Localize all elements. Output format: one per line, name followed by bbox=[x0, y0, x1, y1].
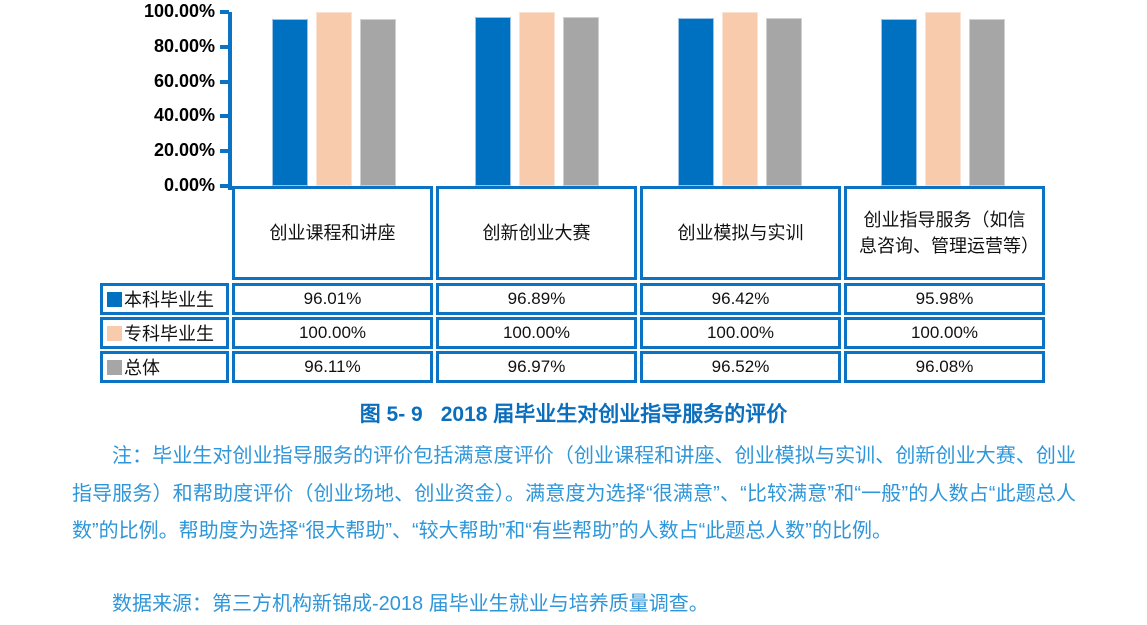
y-tick-mark bbox=[220, 44, 229, 49]
y-tick-label: 20.00% bbox=[153, 140, 215, 161]
value-cell-series1-cat1: 96.01% bbox=[232, 283, 433, 315]
bar-series1-cat2 bbox=[474, 17, 511, 186]
y-axis-line bbox=[228, 12, 232, 190]
bar-series1-cat3 bbox=[678, 18, 715, 186]
y-tick-label: 0.00% bbox=[163, 175, 215, 195]
plot-area bbox=[232, 12, 1045, 186]
category-header-2: 创新创业大赛 bbox=[436, 186, 637, 280]
bar-series3-cat4 bbox=[969, 18, 1006, 186]
bar-series2-cat2 bbox=[518, 12, 555, 186]
y-tick-label: 40.00% bbox=[153, 105, 215, 126]
bar-series3-cat3 bbox=[766, 18, 803, 186]
row-label-series1: 本科毕业生 bbox=[100, 283, 229, 315]
figure-title: 2018 届毕业生对创业指导服务的评价 bbox=[440, 403, 788, 426]
value-cell-series1-cat2: 96.89% bbox=[436, 283, 637, 315]
table-row: 本科毕业生 96.01% 96.89% 96.42% 95.98% bbox=[100, 283, 1045, 315]
legend-swatch-icon bbox=[107, 325, 122, 341]
value-cell-series3-cat4: 96.08% bbox=[844, 351, 1045, 383]
value-cell-series2-cat2: 100.00% bbox=[436, 317, 637, 349]
y-tick-mark bbox=[220, 79, 229, 84]
row-label-series3: 总体 bbox=[100, 351, 229, 383]
y-tick-label: 80.00% bbox=[153, 35, 215, 56]
bar-series3-cat1 bbox=[359, 18, 396, 186]
y-tick-label: 100.00% bbox=[143, 1, 215, 21]
category-header-1: 创业课程和讲座 bbox=[232, 186, 433, 280]
value-cell-series3-cat2: 96.97% bbox=[436, 351, 637, 383]
note-paragraph: 注：毕业生对创业指导服务的评价包括满意度评价（创业课程和讲座、创业模拟与实训、创… bbox=[72, 445, 1076, 542]
value-cell-series2-cat1: 100.00% bbox=[232, 317, 433, 349]
value-cell-series2-cat4: 100.00% bbox=[844, 317, 1045, 349]
bar-series1-cat4 bbox=[881, 19, 918, 186]
category-header-3: 创业模拟与实训 bbox=[640, 186, 841, 280]
series-name: 总体 bbox=[124, 358, 160, 378]
y-tick-mark bbox=[220, 184, 229, 188]
legend-swatch-icon bbox=[107, 359, 122, 375]
y-tick-mark bbox=[220, 114, 229, 119]
figure-label: 图 5- 9 bbox=[359, 403, 423, 426]
series-name: 本科毕业生 bbox=[124, 290, 214, 310]
legend-swatch-icon bbox=[107, 291, 122, 307]
bar-series3-cat2 bbox=[562, 17, 599, 186]
data-source: 数据来源：第三方机构新锦成-2018 届毕业生就业与培养质量调查。 bbox=[112, 593, 709, 615]
data-table-header-row: 创业课程和讲座 创新创业大赛 创业模拟与实训 创业指导服务（如信息咨询、管理运营等） bbox=[232, 186, 1045, 280]
bar-series2-cat3 bbox=[722, 12, 759, 186]
figure-caption: 图 5- 9 2018 届毕业生对创业指导服务的评价 bbox=[0, 398, 1147, 428]
table-row: 总体 96.11% 96.97% 96.52% 96.08% bbox=[100, 351, 1045, 383]
series-name: 专科毕业生 bbox=[124, 324, 214, 344]
bar-series2-cat4 bbox=[925, 12, 962, 186]
data-table-rows: 本科毕业生 96.01% 96.89% 96.42% 95.98% 专科毕业生 100.00… bbox=[100, 283, 1045, 385]
table-row: 专科毕业生 100.00% 100.00% 100.00% 100.00% bbox=[100, 317, 1045, 349]
value-cell-series3-cat1: 96.11% bbox=[232, 351, 433, 383]
y-tick-mark bbox=[220, 10, 229, 14]
bar-series2-cat1 bbox=[315, 12, 352, 186]
row-label-series2: 专科毕业生 bbox=[100, 317, 229, 349]
y-tick-label: 60.00% bbox=[153, 70, 215, 91]
value-cell-series1-cat4: 95.98% bbox=[844, 283, 1045, 315]
value-cell-series3-cat3: 96.52% bbox=[640, 351, 841, 383]
value-cell-series2-cat3: 100.00% bbox=[640, 317, 841, 349]
y-tick-mark bbox=[220, 149, 229, 154]
bar-series1-cat1 bbox=[271, 18, 308, 186]
category-header-4: 创业指导服务（如信息咨询、管理运营等） bbox=[844, 186, 1045, 280]
value-cell-series1-cat3: 96.42% bbox=[640, 283, 841, 315]
